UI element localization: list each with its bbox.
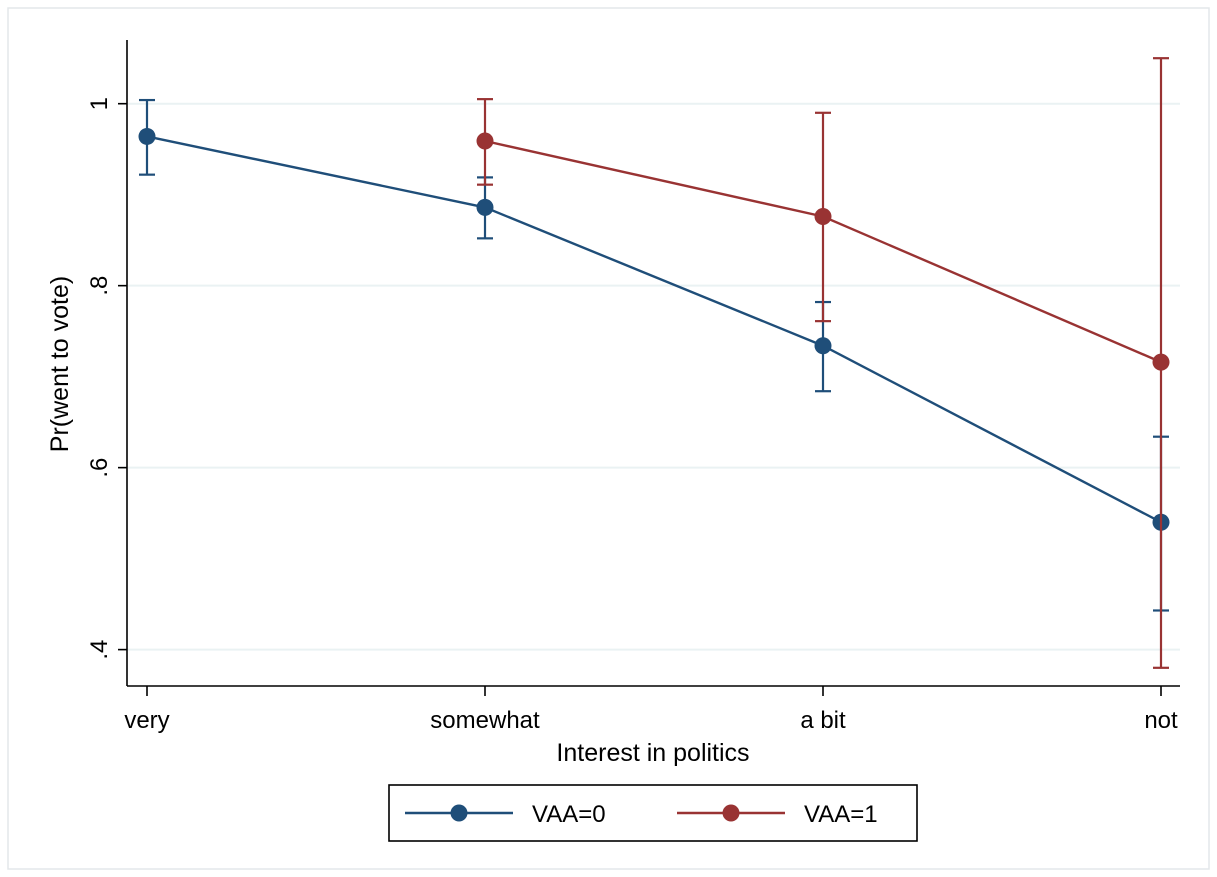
data-point [476,132,494,150]
y-tick-label: 1 [86,97,113,110]
legend-item: VAA=1 [677,801,878,828]
legend: VAA=0 VAA=1 [388,784,918,842]
legend-label: VAA=1 [804,801,878,828]
y-tick-label: .4 [86,640,113,660]
legend-marker [450,804,468,822]
series-line [146,135,1162,524]
legend-item: VAA=0 [405,801,606,828]
series-1 [476,57,1170,669]
series-layer [138,57,1170,669]
chart-frame [7,7,1210,870]
series-0 [138,98,1170,612]
grid-layer [128,102,1180,651]
data-point [1152,353,1170,371]
legend-marker [722,804,740,822]
x-axis-label: Interest in politics [556,739,749,767]
data-point [476,198,494,216]
legend-items: VAA=0 VAA=1 [405,801,878,828]
data-point [814,337,832,355]
x-tick-label: somewhat [430,707,540,734]
data-point [814,208,832,226]
x-tick-label: very [124,707,169,734]
data-point [138,127,156,145]
x-tick-label: not [1144,707,1178,734]
x-ticks: very somewhat a bit not [124,686,1178,734]
legend-label: VAA=0 [532,801,606,828]
x-tick-label: a bit [800,707,846,734]
axes-layer [126,40,1180,687]
y-axis-label: Pr(went to vote) [46,276,74,452]
y-tick-label: .8 [86,276,113,296]
y-tick-label: .6 [86,458,113,478]
y-ticks: .4 .6 .8 1 [86,97,127,660]
